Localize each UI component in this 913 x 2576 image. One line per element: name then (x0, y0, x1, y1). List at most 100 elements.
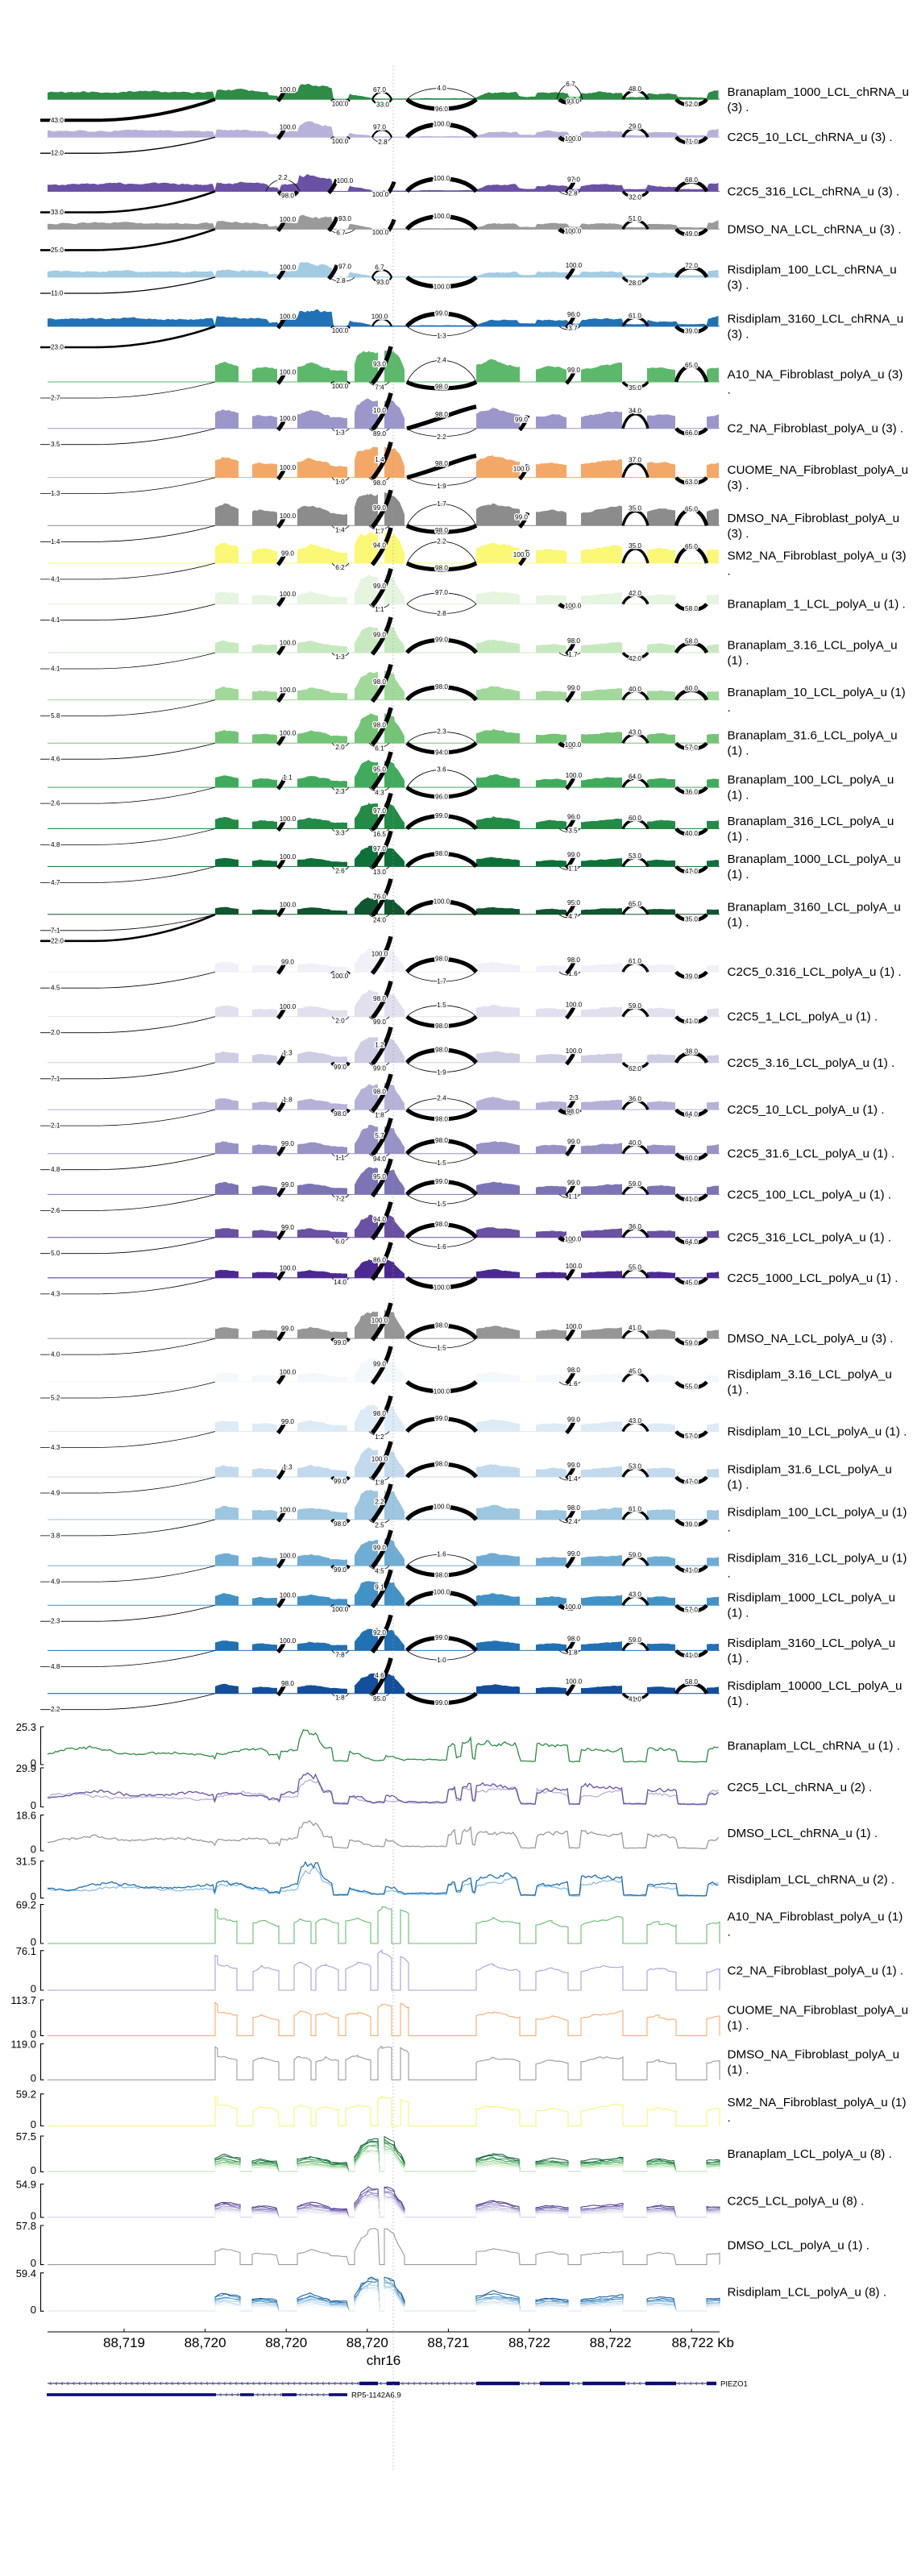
svg-text:1.1: 1.1 (568, 1193, 578, 1200)
svg-text:2.2: 2.2 (51, 1706, 60, 1713)
svg-text:2.8: 2.8 (437, 610, 446, 617)
svg-text:25.3: 25.3 (16, 1721, 36, 1733)
svg-text:6.2: 6.2 (335, 564, 345, 571)
svg-text:98.0: 98.0 (334, 1520, 347, 1528)
svg-text:Risdiplam_31.6_LCL_polyA_u: Risdiplam_31.6_LCL_polyA_u (728, 1463, 892, 1477)
svg-text:98.0: 98.0 (435, 1322, 448, 1329)
svg-text:60.0: 60.0 (685, 685, 698, 692)
svg-text:.: . (728, 1567, 731, 1581)
svg-text:0: 0 (31, 1799, 36, 1811)
svg-text:1.0: 1.0 (335, 479, 345, 486)
svg-text:.: . (728, 1925, 731, 1939)
svg-text:100.0: 100.0 (513, 551, 530, 558)
svg-text:99.0: 99.0 (435, 1178, 448, 1185)
svg-text:4.3: 4.3 (51, 1444, 60, 1451)
svg-text:99.0: 99.0 (334, 1339, 347, 1346)
svg-text:93.0: 93.0 (566, 97, 579, 105)
svg-text:1.8: 1.8 (335, 1695, 345, 1702)
svg-text:49.0: 49.0 (685, 230, 698, 238)
svg-text:.: . (728, 564, 731, 578)
svg-text:2.2: 2.2 (375, 1498, 384, 1505)
svg-text:98.0: 98.0 (567, 1635, 580, 1642)
svg-text:100.0: 100.0 (565, 227, 582, 234)
svg-text:0: 0 (31, 1844, 36, 1856)
svg-text:100.0: 100.0 (434, 1589, 450, 1596)
svg-text:54.9: 54.9 (16, 2179, 36, 2191)
svg-text:3.7: 3.7 (568, 325, 578, 332)
svg-text:100.0: 100.0 (332, 138, 349, 145)
svg-text:1.8: 1.8 (375, 1112, 384, 1119)
svg-text:13.0: 13.0 (373, 869, 386, 876)
svg-text:.: . (728, 1520, 731, 1534)
svg-text:1.2: 1.2 (375, 1433, 384, 1441)
svg-text:97.0: 97.0 (338, 263, 351, 271)
svg-text:(1) .: (1) . (728, 654, 749, 668)
svg-text:57.0: 57.0 (685, 1607, 698, 1614)
svg-text:2.4: 2.4 (437, 357, 446, 364)
svg-text:100.0: 100.0 (566, 1323, 583, 1330)
svg-text:4.9: 4.9 (51, 1578, 60, 1586)
svg-text:Risdiplam_3.16_LCL_polyA_u: Risdiplam_3.16_LCL_polyA_u (728, 1368, 892, 1382)
svg-text:99.0: 99.0 (435, 1634, 448, 1641)
svg-text:98.0: 98.0 (567, 637, 580, 645)
svg-text:98.0: 98.0 (281, 1680, 294, 1687)
svg-text:3.5: 3.5 (568, 828, 578, 835)
svg-text:41.0: 41.0 (629, 1696, 641, 1703)
svg-text:1.4: 1.4 (568, 1475, 578, 1483)
svg-text:99.0: 99.0 (567, 1462, 580, 1469)
svg-text:2.0: 2.0 (51, 1029, 60, 1036)
svg-text:88,720: 88,720 (347, 2335, 388, 2350)
svg-text:100.0: 100.0 (371, 1456, 388, 1463)
svg-text:100.0: 100.0 (280, 86, 297, 93)
svg-text:2.1: 2.1 (51, 1122, 60, 1130)
svg-text:98.0: 98.0 (566, 1108, 579, 1115)
svg-text:35.0: 35.0 (685, 915, 698, 923)
svg-text:100.0: 100.0 (332, 973, 349, 980)
svg-text:DMSO_NA_LCL_polyA_u (3) .: DMSO_NA_LCL_polyA_u (3) . (728, 1332, 894, 1346)
svg-text:2.2: 2.2 (437, 537, 446, 545)
svg-text:Risdiplam_LCL_chRNA_u (2) .: Risdiplam_LCL_chRNA_u (2) . (728, 1873, 895, 1887)
svg-text:53.0: 53.0 (629, 1463, 641, 1471)
svg-text:.: . (728, 384, 731, 397)
svg-text:43.0: 43.0 (629, 1417, 641, 1425)
svg-text:(1) .: (1) . (728, 830, 749, 844)
svg-text:63.0: 63.0 (685, 479, 698, 486)
svg-text:4.3: 4.3 (51, 1290, 60, 1297)
svg-text:100.0: 100.0 (280, 1369, 297, 1376)
svg-text:.: . (728, 701, 731, 715)
svg-text:C2_NA_Fibroblast_polyA_u (1) .: C2_NA_Fibroblast_polyA_u (1) . (728, 1964, 904, 1977)
svg-text:100.0: 100.0 (280, 853, 297, 861)
svg-text:C2C5_10_LCL_chRNA_u (3) .: C2C5_10_LCL_chRNA_u (3) . (728, 131, 893, 144)
svg-text:1.3: 1.3 (335, 429, 345, 437)
svg-text:5.7: 5.7 (375, 1132, 384, 1139)
svg-text:47.0: 47.0 (685, 1479, 698, 1486)
svg-text:88,721: 88,721 (427, 2335, 469, 2350)
svg-text:Risdiplam_3160_LCL_polyA_u: Risdiplam_3160_LCL_polyA_u (728, 1636, 896, 1650)
svg-text:98.0: 98.0 (435, 460, 448, 467)
svg-text:Risdiplam_10000_LCL_polyA_u: Risdiplam_10000_LCL_polyA_u (728, 1679, 903, 1693)
svg-text:100.0: 100.0 (280, 464, 297, 471)
svg-text:100.0: 100.0 (337, 177, 354, 185)
svg-text:99.0: 99.0 (373, 1018, 386, 1026)
svg-text:24.0: 24.0 (373, 916, 386, 923)
svg-text:1.1: 1.1 (283, 774, 293, 782)
svg-text:29.9: 29.9 (16, 1762, 36, 1774)
svg-text:100.0: 100.0 (332, 383, 349, 390)
svg-text:DMSO_NA_LCL_chRNA_u (3) .: DMSO_NA_LCL_chRNA_u (3) . (728, 222, 902, 236)
svg-text:100.0: 100.0 (280, 216, 297, 223)
svg-text:(3) .: (3) . (728, 527, 749, 541)
svg-text:100.0: 100.0 (280, 124, 297, 131)
svg-text:1.5: 1.5 (437, 1345, 446, 1352)
svg-text:65.0: 65.0 (685, 362, 698, 369)
svg-text:99.0: 99.0 (281, 959, 294, 966)
svg-text:1.3: 1.3 (283, 1464, 293, 1471)
svg-text:C2C5_1000_LCL_polyA_u (1) .: C2C5_1000_LCL_polyA_u (1) . (728, 1271, 898, 1285)
svg-text:14.0: 14.0 (334, 1279, 347, 1286)
svg-text:45.0: 45.0 (629, 1368, 641, 1375)
svg-text:2.2: 2.2 (437, 433, 446, 441)
svg-text:99.0: 99.0 (435, 310, 448, 317)
svg-text:57.5: 57.5 (16, 2130, 36, 2143)
svg-text:71.0: 71.0 (685, 139, 698, 146)
svg-text:6.7: 6.7 (336, 229, 346, 236)
svg-text:1.3: 1.3 (283, 1049, 293, 1056)
